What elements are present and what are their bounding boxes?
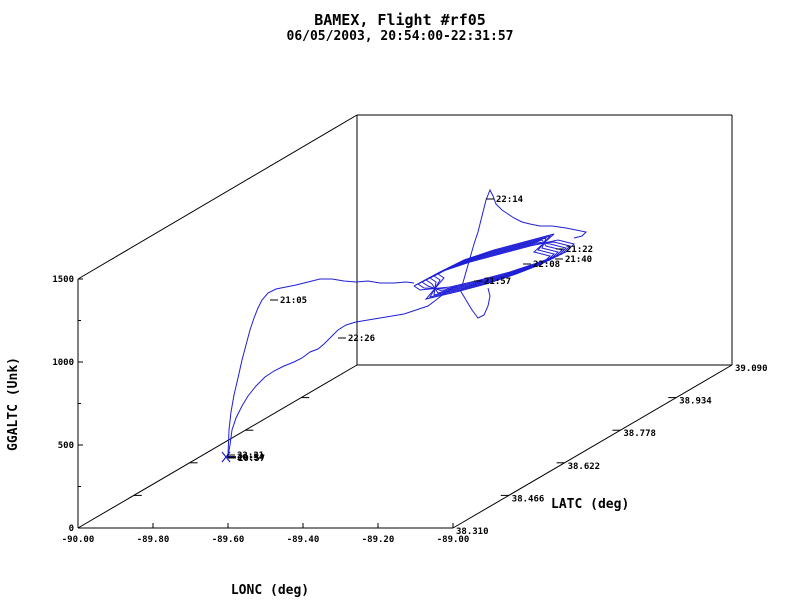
z-tick-label: 500: [58, 441, 74, 451]
time-label: 21:22: [566, 245, 593, 255]
frame-floor-left: [77, 364, 358, 529]
track-loop: [428, 235, 555, 298]
y-axis-label: LATC (deg): [551, 497, 629, 512]
track-outbound: [227, 278, 415, 456]
x-tick-label: -90.00: [62, 535, 95, 545]
track-loop: [421, 241, 567, 292]
frame-top-left: [77, 114, 358, 280]
x-tick-label: -89.20: [362, 535, 395, 545]
track-loop: [429, 237, 559, 296]
y-tick-label: 38.466: [512, 494, 545, 504]
time-label: 22:26: [348, 334, 375, 344]
time-label: 20:57: [238, 454, 265, 464]
z-tick-label: 1000: [52, 358, 74, 368]
x-tick-label: -89.40: [287, 535, 320, 545]
z-axis-label: GGALTC (Unk): [6, 357, 21, 451]
z-tick-label: 1500: [52, 275, 74, 285]
axis-ticks: -90.00 -89.80 -89.60 -89.40 -89.20 -89.0038.3…: [52, 275, 767, 545]
x-axis-label: LONC (deg): [231, 583, 309, 598]
y-tick-label: 38.622: [568, 462, 601, 472]
y-tick-label: 38.310: [456, 527, 489, 537]
chart-title: BAMEX, Flight #rf05: [314, 11, 486, 29]
time-label: 22:14: [496, 195, 524, 205]
y-tick-label: 38.778: [623, 429, 656, 439]
plot-frame: [77, 114, 733, 529]
x-tick-label: -89.80: [137, 535, 170, 545]
time-label: 21:57: [484, 277, 511, 287]
track-loop: [413, 239, 575, 291]
track-loop: [424, 233, 555, 300]
track-spike: [461, 188, 588, 287]
y-tick-label: 38.934: [679, 397, 712, 407]
track-lower-lobe: [459, 287, 491, 319]
track-return: [227, 285, 458, 457]
x-tick-label: -89.60: [212, 535, 245, 545]
x-tick-label: -89.00: [437, 535, 470, 545]
chart-subtitle: 06/05/2003, 20:54:00-22:31:57: [287, 29, 514, 44]
track-loop: [417, 241, 571, 290]
frame-lat-axis: [452, 364, 733, 529]
time-label: 22:31: [237, 451, 264, 461]
z-tick-label: 0: [69, 524, 74, 534]
time-label: 21:05: [280, 296, 307, 306]
time-label: 21:40: [565, 255, 592, 265]
track-loop: [425, 239, 563, 294]
time-label: 22:08: [533, 260, 560, 270]
flight-track: [221, 188, 588, 463]
y-tick-label: 39.090: [735, 364, 768, 374]
time-label: 20:54: [237, 453, 265, 463]
